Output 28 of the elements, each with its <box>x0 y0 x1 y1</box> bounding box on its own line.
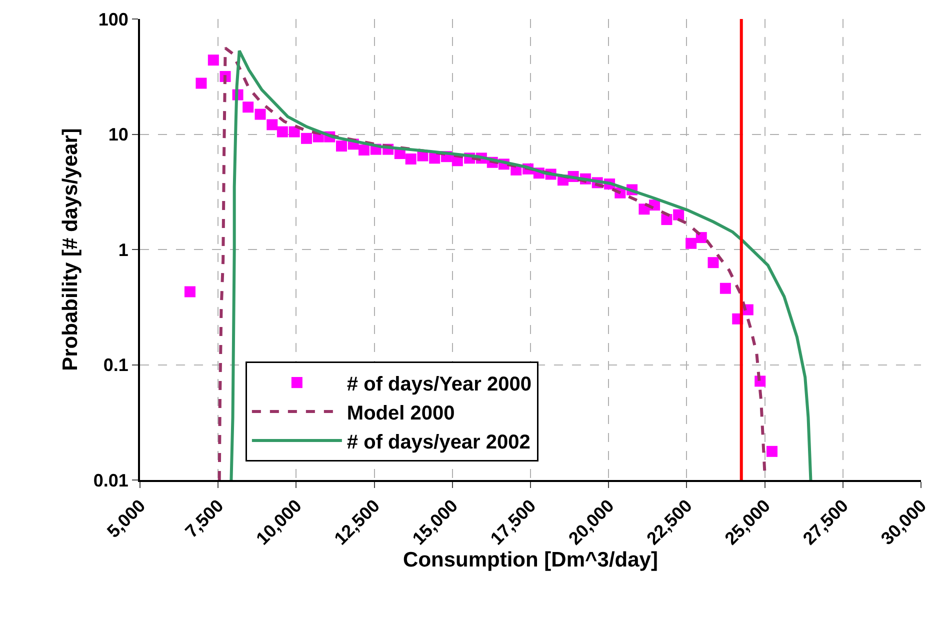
point <box>288 126 300 138</box>
point <box>405 153 416 164</box>
point <box>661 214 672 226</box>
point <box>208 54 219 66</box>
y-tick-label: 100 <box>98 9 128 30</box>
point <box>336 140 347 152</box>
point <box>301 132 312 144</box>
point <box>358 144 370 156</box>
point <box>766 446 778 457</box>
y-tick-label: 0.1 <box>103 355 128 376</box>
point <box>242 102 254 113</box>
y-tick-label: 1 <box>118 240 128 260</box>
x-axis-title: Consumption [Dm^3/day] <box>403 548 658 572</box>
point <box>720 282 731 294</box>
y-tick-label: 10 <box>108 124 128 145</box>
point <box>254 108 266 120</box>
y-tick-label: 0.01 <box>93 470 128 490</box>
legend-label: # of days/Year 2000 <box>346 373 532 396</box>
point <box>276 126 288 138</box>
point <box>266 119 278 130</box>
point <box>686 238 697 249</box>
point <box>184 286 196 298</box>
legend-label: Model 2000 <box>346 402 455 424</box>
point <box>673 209 684 220</box>
point <box>708 257 719 268</box>
legend-label: # of days/year 2002 <box>346 431 530 454</box>
y-axis-title: Probability [# days/year] <box>59 128 82 371</box>
point <box>196 78 207 89</box>
